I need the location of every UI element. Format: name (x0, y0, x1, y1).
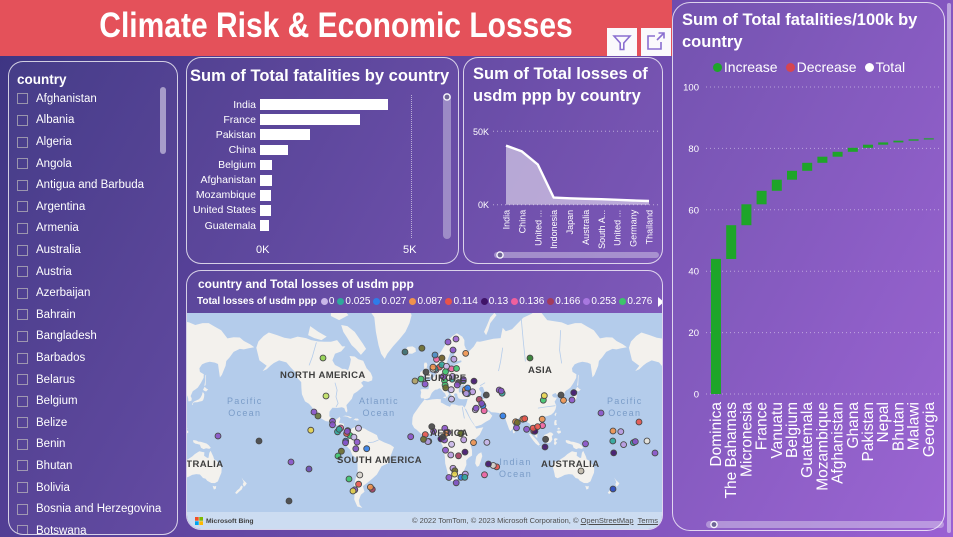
svg-text:Dominica: Dominica (708, 402, 725, 467)
svg-text:United ...: United ... (533, 210, 543, 246)
svg-text:40: 40 (688, 267, 699, 278)
svg-text:China: China (517, 210, 527, 234)
svg-text:Afghanistan: Afghanistan (830, 402, 847, 484)
svg-text:Germany: Germany (629, 209, 639, 247)
svg-text:South A...: South A... (597, 210, 607, 249)
svg-text:United ...: United ... (613, 210, 623, 246)
svg-text:Micronesia: Micronesia (738, 402, 755, 477)
svg-text:100: 100 (683, 83, 699, 94)
svg-text:Pakistan: Pakistan (860, 402, 877, 461)
svg-text:Malawi: Malawi (906, 402, 923, 450)
svg-text:Bhutan: Bhutan (890, 402, 907, 451)
svg-text:Mozambique: Mozambique (814, 402, 831, 491)
svg-text:The Bahamas: The Bahamas (723, 402, 740, 499)
svg-text:India: India (502, 210, 512, 230)
svg-text:0K: 0K (478, 200, 489, 210)
svg-text:80: 80 (688, 144, 699, 155)
svg-text:Nepal: Nepal (875, 402, 892, 443)
svg-text:Indonesia: Indonesia (549, 210, 559, 249)
svg-text:Vanuatu: Vanuatu (769, 402, 786, 459)
svg-text:France: France (754, 402, 771, 450)
svg-text:Australia: Australia (581, 210, 591, 245)
svg-text:Ghana: Ghana (845, 402, 862, 449)
svg-text:0: 0 (694, 390, 699, 401)
svg-text:Thailand: Thailand (645, 210, 655, 245)
svg-text:50K: 50K (473, 127, 489, 137)
svg-text:20: 20 (688, 328, 699, 339)
svg-text:Georgia: Georgia (921, 402, 938, 458)
svg-text:Belgium: Belgium (784, 402, 801, 458)
svg-text:60: 60 (688, 205, 699, 216)
svg-text:Japan: Japan (565, 210, 575, 235)
svg-text:Guatemala: Guatemala (799, 402, 816, 478)
